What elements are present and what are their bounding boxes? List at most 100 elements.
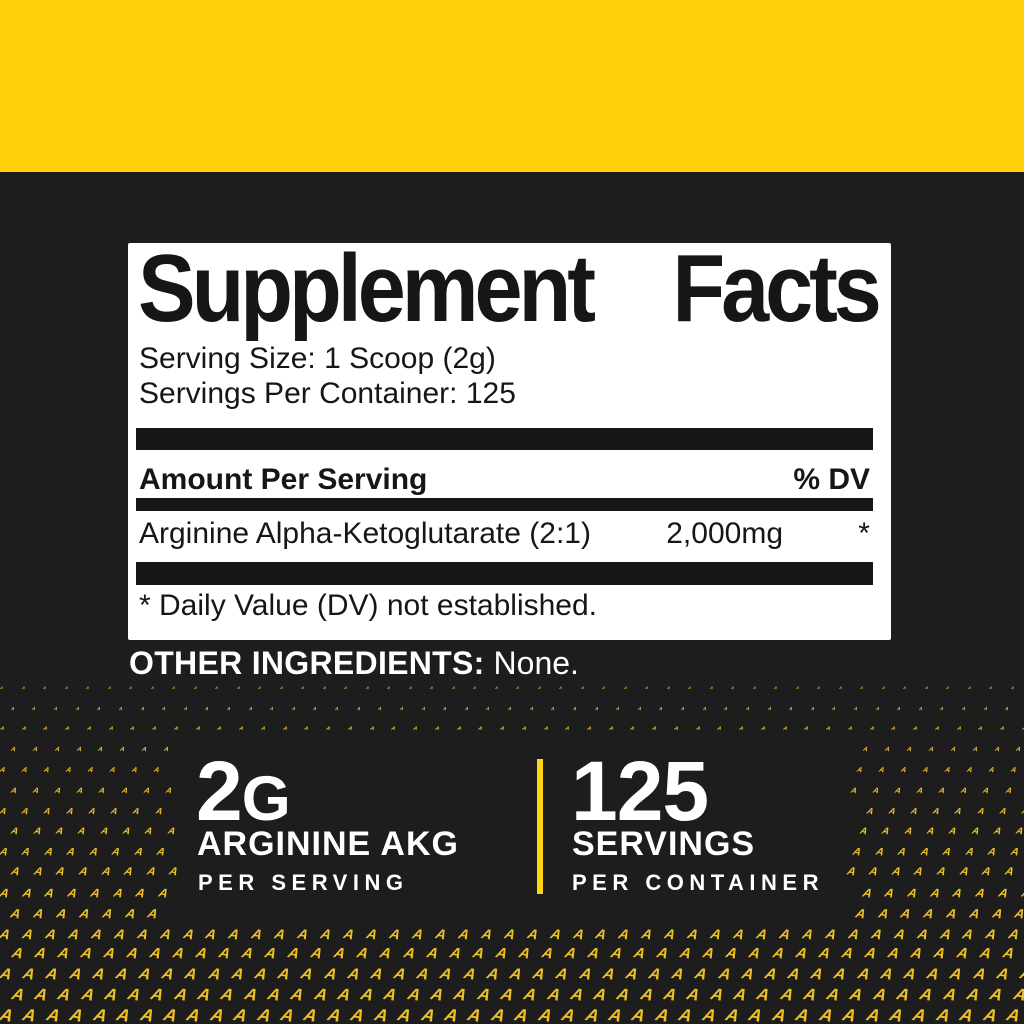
- brand-a-mark-glyph: A: [195, 984, 213, 1005]
- brand-a-mark-glyph: A: [709, 925, 724, 943]
- brand-a-mark-glyph: A: [948, 965, 965, 984]
- brand-a-mark-glyph: A: [90, 965, 107, 984]
- brand-a-mark-glyph: A: [415, 965, 431, 984]
- brand-a-mark-glyph: A: [257, 685, 262, 691]
- brand-a-mark-glyph: A: [911, 1004, 929, 1024]
- brand-a-mark-glyph: A: [438, 965, 455, 984]
- brand-a-mark-glyph: A: [0, 845, 10, 859]
- brand-a-mark-glyph: A: [67, 965, 84, 984]
- brand-a-mark-glyph: A: [849, 785, 858, 796]
- brand-a-mark-glyph: A: [291, 705, 296, 712]
- brand-a-mark-glyph: A: [853, 705, 859, 712]
- servings-label: SERVINGS: [572, 825, 756, 863]
- brand-a-mark-glyph: A: [276, 965, 292, 984]
- brand-a-mark-glyph: A: [884, 745, 891, 754]
- brand-a-mark-glyph: A: [140, 705, 145, 712]
- brand-a-mark-glyph: A: [208, 1004, 227, 1024]
- brand-a-mark-glyph: A: [193, 685, 197, 691]
- brand-a-mark-glyph: A: [825, 725, 831, 733]
- brand-a-mark-glyph: A: [600, 965, 617, 984]
- brand-a-mark-glyph: A: [456, 925, 472, 943]
- brand-a-mark-glyph: A: [871, 984, 889, 1005]
- brand-a-mark-glyph: A: [919, 845, 931, 859]
- brand-a-mark-glyph: A: [653, 1004, 672, 1024]
- brand-a-mark-glyph: A: [868, 865, 880, 879]
- brand-a-mark-glyph: A: [839, 945, 855, 963]
- brand-a-mark-glyph: A: [484, 965, 501, 984]
- brand-a-mark-glyph: A: [591, 984, 609, 1005]
- brand-a-mark-glyph: A: [586, 945, 601, 963]
- brand-a-mark-glyph: A: [0, 805, 8, 817]
- brand-a-mark-glyph: A: [848, 984, 866, 1005]
- brand-a-mark-glyph: A: [433, 925, 449, 943]
- brand-a-mark-glyph: A: [767, 705, 772, 712]
- brand-a-mark-glyph: A: [365, 685, 369, 691]
- ingredient-percent-dv: *: [858, 517, 870, 550]
- brand-a-mark-glyph: A: [42, 685, 47, 691]
- brand-a-mark-glyph: A: [279, 685, 283, 691]
- brand-a-mark-glyph: A: [89, 885, 102, 901]
- brand-a-mark-glyph: A: [871, 785, 880, 796]
- brand-a-mark-glyph: A: [119, 745, 126, 754]
- brand-a-mark-glyph: A: [536, 1004, 555, 1024]
- brand-a-mark-glyph: A: [874, 845, 886, 859]
- brand-a-mark-glyph: A: [75, 705, 80, 712]
- brand-a-mark-glyph: A: [623, 965, 640, 984]
- brand-a-mark-glyph: A: [296, 925, 311, 943]
- brand-a-mark-glyph: A: [964, 845, 976, 859]
- brand-a-mark-glyph: A: [442, 1004, 461, 1024]
- brand-a-mark-glyph: A: [883, 885, 896, 901]
- brand-a-mark-glyph: A: [372, 1004, 391, 1024]
- brand-a-mark-glyph: A: [800, 925, 816, 943]
- brand-a-mark-glyph: A: [387, 925, 403, 943]
- brand-a-mark-glyph: A: [755, 925, 770, 943]
- brand-a-mark-glyph: A: [335, 984, 353, 1005]
- brand-a-mark-glyph: A: [100, 905, 115, 922]
- brand-a-mark-glyph: A: [32, 745, 39, 754]
- brand-a-mark-glyph: A: [43, 885, 57, 901]
- brand-a-mark-glyph: A: [101, 945, 117, 963]
- brand-a-mark-glyph: A: [122, 865, 135, 879]
- brand-a-mark-glyph: A: [86, 725, 92, 733]
- brand-a-mark-glyph: A: [332, 945, 348, 963]
- brand-a-mark-glyph: A: [66, 885, 79, 901]
- brand-a-mark-glyph: A: [150, 685, 154, 691]
- brand-a-mark-glyph: A: [977, 725, 984, 733]
- brand-a-mark-glyph: A: [676, 1004, 695, 1024]
- brand-a-mark-glyph: A: [824, 984, 842, 1005]
- brand-a-mark-glyph: A: [20, 885, 34, 901]
- brand-a-mark-glyph: A: [102, 984, 120, 1005]
- brand-a-mark-glyph: A: [782, 725, 788, 733]
- brand-a-mark-glyph: A: [32, 825, 42, 838]
- brand-a-mark-glyph: A: [32, 905, 46, 922]
- vertical-divider: [537, 759, 543, 894]
- brand-a-mark-glyph: A: [858, 825, 869, 838]
- brand-a-mark-glyph: A: [646, 965, 663, 984]
- brand-a-mark-glyph: A: [65, 765, 73, 775]
- brand-a-mark-glyph: A: [723, 705, 729, 712]
- brand-a-mark-glyph: A: [43, 805, 53, 817]
- brand-a-mark-glyph: A: [263, 945, 279, 963]
- ingredient-highlight-name: ARGININE AKG: [197, 825, 459, 863]
- brand-a-mark-glyph: A: [663, 925, 678, 943]
- brand-a-mark-glyph: A: [932, 805, 941, 817]
- brand-a-mark-glyph: A: [747, 945, 763, 963]
- brand-a-mark-glyph: A: [342, 925, 357, 943]
- per-container-caption: PER CONTAINER: [572, 870, 824, 895]
- brand-a-mark-glyph: A: [109, 805, 119, 817]
- brand-a-mark-glyph: A: [856, 765, 864, 775]
- brand-a-mark-glyph: A: [859, 685, 864, 691]
- brand-a-mark-glyph: A: [56, 984, 73, 1005]
- brand-a-mark-glyph: A: [53, 745, 61, 754]
- brand-a-mark-glyph: A: [32, 865, 44, 879]
- brand-a-mark-glyph: A: [112, 925, 127, 943]
- brand-a-mark-glyph: A: [816, 945, 832, 963]
- brand-a-mark-glyph: A: [795, 685, 799, 691]
- brand-a-mark-glyph: A: [128, 685, 133, 691]
- brand-a-mark-glyph: A: [322, 685, 326, 691]
- brand-a-mark-glyph: A: [988, 765, 996, 775]
- brand-a-mark-glyph: A: [312, 984, 330, 1005]
- brand-a-mark-glyph: A: [651, 725, 658, 733]
- brand-a-mark-glyph: A: [204, 705, 210, 712]
